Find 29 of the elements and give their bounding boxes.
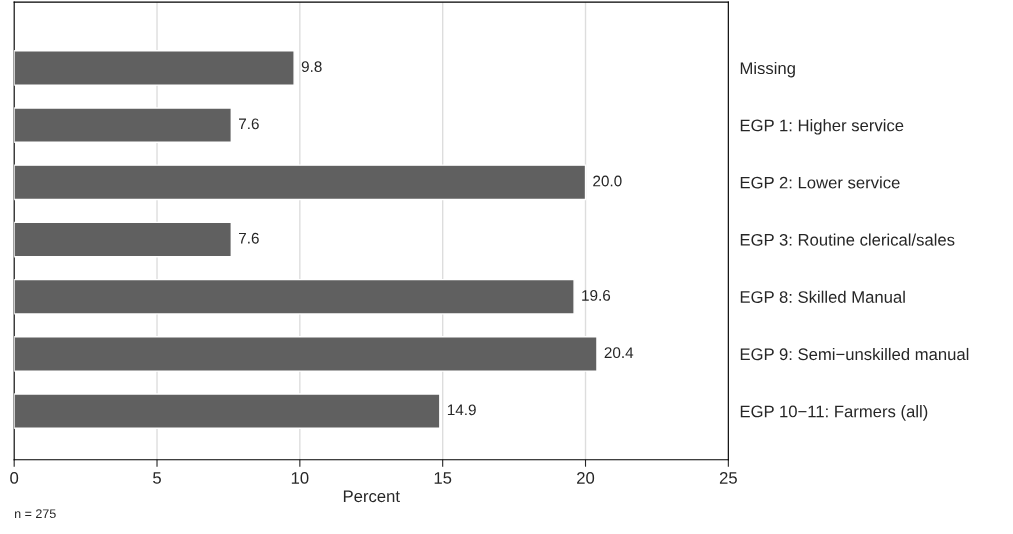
bar [14, 336, 598, 372]
y-tick-label: EGP 9: Semi−unskilled manual [740, 347, 969, 361]
x-tick-label: 15 [434, 472, 452, 484]
data-label: 7.6 [239, 118, 259, 130]
y-tick-label: EGP 1: Higher service [740, 119, 904, 135]
x-tick-label: 10 [291, 472, 309, 484]
data-label: 9.8 [301, 61, 322, 73]
bar [14, 221, 232, 258]
data-label: 19.6 [582, 290, 611, 301]
data-label: 20.0 [593, 175, 622, 187]
data-label: 14.9 [447, 404, 476, 416]
bar [14, 164, 587, 201]
y-tick-label: EGP 3: Routine clerical/sales [740, 233, 955, 246]
y-tick-label: EGP 2: Lower service [740, 176, 900, 189]
y-tick-label: Missing [740, 61, 795, 78]
x-axis-title: Percent [343, 490, 400, 503]
data-label: 7.6 [239, 232, 259, 244]
bar [14, 278, 575, 315]
bar [14, 107, 232, 143]
y-tick-label: EGP 8: Skilled Manual [740, 290, 905, 303]
bar [14, 393, 441, 430]
x-tick-label: 20 [577, 472, 595, 484]
x-tick-label: 0 [10, 472, 19, 484]
text: n = 275 [15, 509, 56, 519]
data-label: 20.4 [604, 347, 634, 359]
x-tick-label: 25 [719, 472, 737, 484]
x-tick-label: 5 [153, 472, 161, 484]
bar [14, 50, 295, 86]
y-tick-label: EGP 10−11: Farmers (all) [740, 405, 928, 421]
